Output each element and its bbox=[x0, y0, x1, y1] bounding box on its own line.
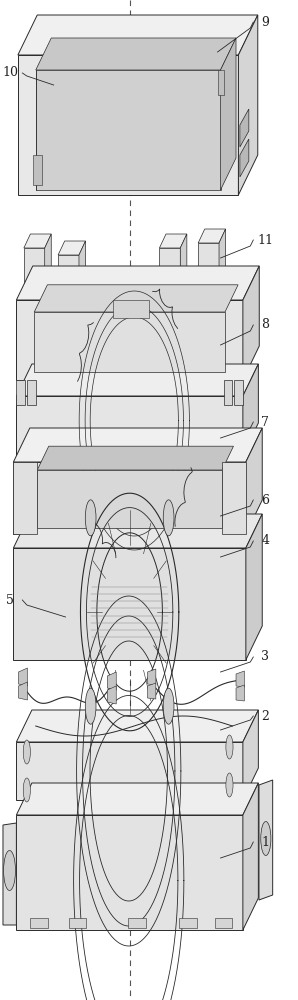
Polygon shape bbox=[27, 380, 36, 405]
Polygon shape bbox=[16, 742, 243, 800]
Polygon shape bbox=[222, 462, 246, 534]
Polygon shape bbox=[243, 364, 258, 455]
Polygon shape bbox=[259, 780, 273, 900]
Polygon shape bbox=[246, 514, 262, 660]
Circle shape bbox=[163, 500, 174, 536]
Polygon shape bbox=[37, 470, 222, 528]
Polygon shape bbox=[3, 823, 16, 925]
Circle shape bbox=[163, 688, 174, 724]
Polygon shape bbox=[243, 266, 259, 380]
Polygon shape bbox=[18, 682, 27, 700]
Polygon shape bbox=[24, 234, 51, 248]
Circle shape bbox=[226, 773, 233, 797]
Polygon shape bbox=[198, 229, 226, 243]
Text: 4: 4 bbox=[261, 534, 269, 548]
Polygon shape bbox=[215, 918, 232, 928]
Polygon shape bbox=[16, 815, 243, 930]
Circle shape bbox=[4, 850, 15, 890]
Polygon shape bbox=[179, 918, 197, 928]
Circle shape bbox=[85, 688, 96, 724]
Polygon shape bbox=[219, 229, 226, 288]
Polygon shape bbox=[234, 380, 243, 405]
Polygon shape bbox=[180, 234, 187, 293]
Polygon shape bbox=[159, 248, 180, 293]
Polygon shape bbox=[240, 109, 249, 147]
Text: 3: 3 bbox=[261, 650, 269, 664]
Polygon shape bbox=[221, 38, 236, 190]
Polygon shape bbox=[18, 668, 27, 686]
Polygon shape bbox=[13, 462, 246, 534]
Text: 5: 5 bbox=[7, 593, 14, 606]
Polygon shape bbox=[16, 300, 243, 380]
Polygon shape bbox=[37, 446, 234, 470]
Circle shape bbox=[261, 822, 271, 856]
Polygon shape bbox=[238, 15, 258, 195]
Polygon shape bbox=[24, 248, 45, 293]
Text: 8: 8 bbox=[261, 318, 269, 332]
Polygon shape bbox=[18, 15, 258, 55]
Polygon shape bbox=[148, 683, 156, 699]
Polygon shape bbox=[218, 70, 224, 95]
Polygon shape bbox=[224, 380, 232, 405]
Polygon shape bbox=[16, 710, 258, 742]
Text: 10: 10 bbox=[2, 66, 18, 80]
Circle shape bbox=[226, 735, 233, 759]
Polygon shape bbox=[33, 155, 42, 185]
Polygon shape bbox=[34, 285, 238, 312]
Text: 1: 1 bbox=[261, 836, 269, 848]
Polygon shape bbox=[236, 671, 244, 687]
Polygon shape bbox=[36, 70, 221, 190]
Polygon shape bbox=[34, 312, 225, 372]
Polygon shape bbox=[16, 783, 258, 815]
Circle shape bbox=[23, 740, 30, 764]
Polygon shape bbox=[13, 462, 37, 534]
Polygon shape bbox=[243, 710, 258, 800]
Polygon shape bbox=[243, 783, 258, 930]
Text: 9: 9 bbox=[261, 15, 269, 28]
Polygon shape bbox=[58, 241, 86, 255]
Polygon shape bbox=[113, 300, 149, 318]
Circle shape bbox=[85, 500, 96, 536]
Polygon shape bbox=[159, 234, 187, 248]
Polygon shape bbox=[240, 139, 249, 177]
Polygon shape bbox=[13, 548, 246, 660]
Polygon shape bbox=[16, 266, 259, 300]
Polygon shape bbox=[45, 234, 51, 293]
Polygon shape bbox=[128, 918, 146, 928]
Polygon shape bbox=[36, 38, 236, 70]
Polygon shape bbox=[16, 364, 258, 396]
Text: 2: 2 bbox=[261, 710, 269, 722]
Polygon shape bbox=[79, 241, 86, 300]
Polygon shape bbox=[107, 686, 116, 704]
Polygon shape bbox=[236, 685, 244, 701]
Polygon shape bbox=[198, 243, 219, 288]
Polygon shape bbox=[13, 514, 262, 548]
Text: 11: 11 bbox=[257, 233, 273, 246]
Polygon shape bbox=[69, 918, 86, 928]
Polygon shape bbox=[16, 396, 243, 455]
Polygon shape bbox=[18, 55, 238, 195]
Polygon shape bbox=[30, 918, 48, 928]
Polygon shape bbox=[58, 255, 79, 300]
Text: 7: 7 bbox=[261, 416, 269, 428]
Polygon shape bbox=[246, 428, 262, 534]
Polygon shape bbox=[13, 428, 262, 462]
Polygon shape bbox=[148, 669, 156, 685]
Polygon shape bbox=[107, 672, 116, 690]
Circle shape bbox=[23, 778, 30, 802]
Polygon shape bbox=[16, 380, 25, 405]
Text: 6: 6 bbox=[261, 493, 269, 506]
